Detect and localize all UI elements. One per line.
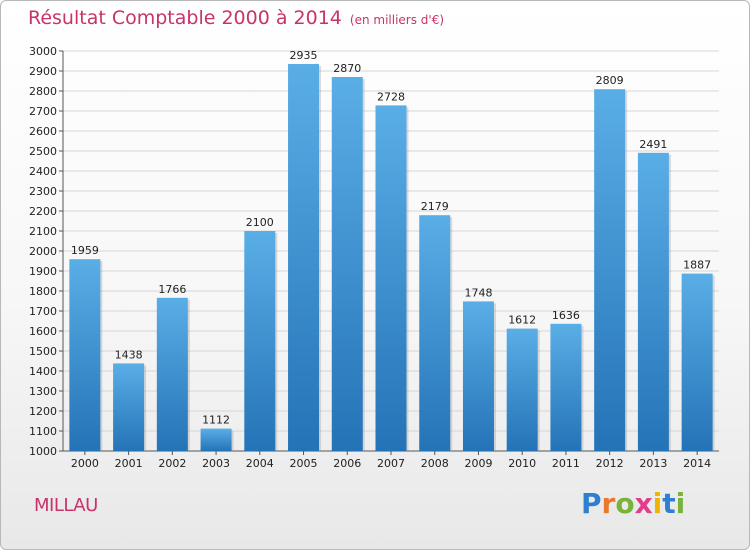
value-labels: 1959 1438 1766 1112 2100 2935 2870 2728 2179 1748… (71, 49, 711, 427)
data-label: 2870 (333, 62, 361, 75)
logo-letter: r (601, 487, 616, 520)
y-tick-label: 2500 (29, 145, 57, 158)
x-tick-label: 2013 (639, 457, 667, 470)
bar (69, 259, 101, 451)
logo-letter: o (615, 487, 635, 520)
y-tick-label: 1600 (29, 325, 57, 338)
y-tick-label: 1300 (29, 385, 57, 398)
bar (462, 301, 494, 451)
y-tick-label: 1200 (29, 405, 57, 418)
bar (156, 297, 188, 451)
x-tick-label: 2014 (683, 457, 711, 470)
x-tick-label: 2012 (596, 457, 624, 470)
x-tick-labels: 2000 2001 2002 2003 2004 2005 2006 2007 2008 2009… (71, 451, 711, 470)
data-label: 1766 (158, 283, 186, 296)
y-tick-label: 2700 (29, 105, 57, 118)
y-tick-label: 1000 (29, 445, 57, 458)
y-tick-label: 1900 (29, 265, 57, 278)
y-tick-label: 1500 (29, 345, 57, 358)
proxiti-logo: Proxiti (581, 487, 685, 520)
bar (594, 89, 626, 451)
data-label: 1748 (464, 286, 492, 299)
bar (506, 328, 538, 451)
y-tick-label: 2100 (29, 225, 57, 238)
bar (244, 231, 276, 451)
x-tick-label: 2004 (246, 457, 274, 470)
bar (419, 215, 451, 451)
y-tick-label: 2000 (29, 245, 57, 258)
chart-title-text: Résultat Comptable 2000 à 2014 (28, 7, 342, 29)
y-tick-label: 2200 (29, 205, 57, 218)
x-tick-label: 2002 (158, 457, 186, 470)
data-label: 1636 (552, 309, 580, 322)
x-tick-label: 2008 (421, 457, 449, 470)
logo-letter: i (675, 487, 686, 520)
bar (637, 152, 669, 452)
x-tick-label: 2000 (71, 457, 99, 470)
bar (331, 77, 363, 451)
bar (681, 273, 713, 451)
y-tick-label: 2800 (29, 85, 57, 98)
city-name: MILLAU (34, 495, 98, 516)
bar (113, 363, 145, 451)
x-tick-label: 2005 (290, 457, 318, 470)
bar (550, 323, 582, 451)
data-label: 2100 (246, 216, 274, 229)
bar (200, 428, 232, 451)
y-tick-labels: 1000 1100 1200 1300 1400 1500 1600 1700 1800 1900… (29, 45, 63, 458)
chart-subtitle: (en milliers d'€) (349, 13, 445, 27)
data-label: 1887 (683, 259, 711, 272)
y-tick-label: 1100 (29, 425, 57, 438)
data-label: 1612 (508, 314, 536, 327)
x-tick-label: 2007 (377, 457, 405, 470)
y-tick-label: 2400 (29, 165, 57, 178)
bar (375, 105, 407, 452)
data-label: 2179 (421, 200, 449, 213)
y-tick-label: 1700 (29, 305, 57, 318)
bar (288, 64, 320, 451)
data-label: 1438 (115, 348, 143, 361)
y-tick-label: 2900 (29, 65, 57, 78)
logo-letter: x (634, 487, 653, 520)
data-label: 1959 (71, 244, 99, 257)
bars (69, 64, 715, 452)
y-tick-label: 3000 (29, 45, 57, 58)
data-label: 2728 (377, 90, 405, 103)
data-label: 2935 (290, 49, 318, 62)
data-label: 2809 (596, 74, 624, 87)
data-label: 2491 (639, 138, 667, 151)
y-tick-label: 2600 (29, 125, 57, 138)
x-tick-label: 2003 (202, 457, 230, 470)
logo-letter: i (652, 487, 663, 520)
logo-letter: t (662, 487, 676, 520)
x-tick-label: 2006 (333, 457, 361, 470)
y-tick-label: 2300 (29, 185, 57, 198)
y-tick-label: 1800 (29, 285, 57, 298)
x-tick-label: 2009 (464, 457, 492, 470)
logo-letter: P (581, 487, 602, 520)
x-tick-label: 2001 (115, 457, 143, 470)
chart-title: Résultat Comptable 2000 à 2014 (en millie… (28, 7, 444, 29)
x-tick-label: 2011 (552, 457, 580, 470)
data-label: 1112 (202, 414, 230, 427)
y-tick-label: 1400 (29, 365, 57, 378)
x-tick-label: 2010 (508, 457, 536, 470)
